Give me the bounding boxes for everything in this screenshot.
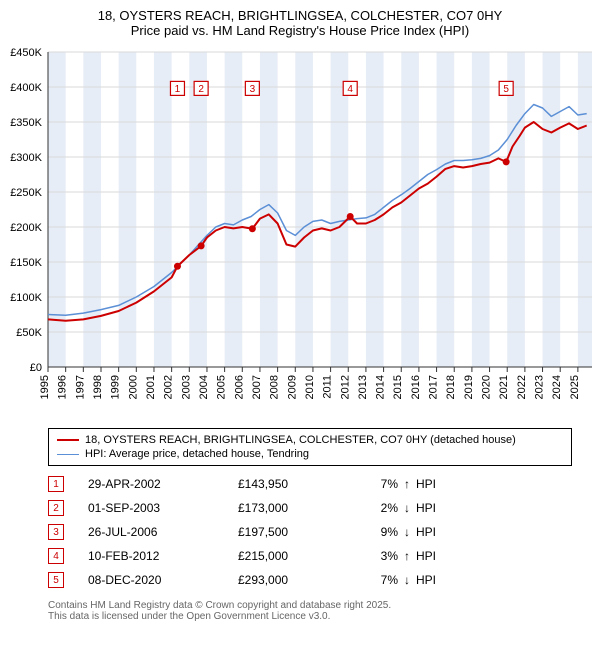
svg-text:2022: 2022: [516, 375, 528, 399]
svg-text:5: 5: [503, 84, 509, 95]
svg-text:2023: 2023: [534, 375, 546, 399]
datapoint-date: 08-DEC-2020: [88, 573, 238, 587]
svg-text:£0: £0: [30, 362, 42, 374]
datapoint-pct: 3%: [358, 549, 398, 563]
datapoint-row: 1 29-APR-2002£143,9507%↑HPI: [48, 472, 572, 496]
datapoint-marker: 3: [48, 524, 64, 540]
svg-text:2024: 2024: [551, 375, 563, 399]
legend-swatch: [57, 454, 79, 455]
svg-text:2012: 2012: [339, 375, 351, 399]
svg-text:£200K: £200K: [10, 222, 42, 234]
svg-text:3: 3: [250, 84, 256, 95]
svg-text:£150K: £150K: [10, 257, 42, 269]
datapoint-pct: 7%: [358, 477, 398, 491]
svg-text:2014: 2014: [375, 375, 387, 399]
svg-text:1995: 1995: [39, 375, 51, 399]
datapoint-pct: 7%: [358, 573, 398, 587]
datapoint-date: 26-JUL-2006: [88, 525, 238, 539]
arrow-icon: ↑: [398, 549, 416, 563]
datapoint-price: £173,000: [238, 501, 358, 515]
chart-container: 18, OYSTERS REACH, BRIGHTLINGSEA, COLCHE…: [0, 0, 600, 622]
svg-text:2009: 2009: [286, 375, 298, 399]
svg-text:2020: 2020: [481, 375, 493, 399]
chart-svg: £0 £50K £100K £150K £200K £250K £300K £350K £400…: [0, 42, 600, 422]
svg-text:1: 1: [175, 84, 181, 95]
svg-text:2: 2: [198, 84, 204, 95]
datapoint-date: 10-FEB-2012: [88, 549, 238, 563]
svg-text:2021: 2021: [498, 375, 510, 399]
svg-text:1997: 1997: [74, 375, 86, 399]
legend-swatch: [57, 439, 79, 441]
datapoint-marker: 4: [48, 548, 64, 564]
datapoint-row: 2 01-SEP-2003£173,0002%↓HPI: [48, 496, 572, 520]
svg-text:£300K: £300K: [10, 152, 42, 164]
footer-line1: Contains HM Land Registry data © Crown c…: [48, 600, 572, 611]
datapoint-note: HPI: [416, 549, 572, 563]
arrow-icon: ↓: [398, 573, 416, 587]
svg-text:2006: 2006: [233, 375, 245, 399]
chart-area: £0 £50K £100K £150K £200K £250K £300K £350K £400…: [0, 42, 600, 422]
arrow-icon: ↓: [398, 501, 416, 515]
datapoint-row: 4 10-FEB-2012£215,0003%↑HPI: [48, 544, 572, 568]
svg-text:2018: 2018: [445, 375, 457, 399]
datapoint-price: £293,000: [238, 573, 358, 587]
svg-text:2019: 2019: [463, 375, 475, 399]
legend-label: HPI: Average price, detached house, Tend…: [85, 448, 309, 460]
svg-text:1996: 1996: [57, 375, 69, 399]
datapoint-marker: 1: [48, 476, 64, 492]
svg-text:2017: 2017: [428, 375, 440, 399]
svg-text:2000: 2000: [127, 375, 139, 399]
datapoint-note: HPI: [416, 501, 572, 515]
svg-text:2003: 2003: [180, 375, 192, 399]
svg-text:2008: 2008: [269, 375, 281, 399]
svg-text:£400K: £400K: [10, 82, 42, 94]
datapoint-row: 3 26-JUL-2006£197,5009%↓HPI: [48, 520, 572, 544]
svg-text:£50K: £50K: [16, 327, 42, 339]
svg-text:2010: 2010: [304, 375, 316, 399]
svg-text:2001: 2001: [145, 375, 157, 399]
svg-text:2015: 2015: [392, 375, 404, 399]
datapoint-marker: 2: [48, 500, 64, 516]
datapoint-date: 01-SEP-2003: [88, 501, 238, 515]
datapoint-pct: 2%: [358, 501, 398, 515]
datapoint-note: HPI: [416, 477, 572, 491]
svg-text:2025: 2025: [569, 375, 581, 399]
title-block: 18, OYSTERS REACH, BRIGHTLINGSEA, COLCHE…: [0, 0, 600, 42]
svg-text:2005: 2005: [216, 375, 228, 399]
arrow-icon: ↑: [398, 477, 416, 491]
datapoint-note: HPI: [416, 573, 572, 587]
datapoint-marker: 5: [48, 572, 64, 588]
svg-text:2007: 2007: [251, 375, 263, 399]
title-subtitle: Price paid vs. HM Land Registry's House …: [10, 23, 590, 38]
legend-label: 18, OYSTERS REACH, BRIGHTLINGSEA, COLCHE…: [85, 434, 516, 446]
svg-text:1999: 1999: [110, 375, 122, 399]
svg-text:£450K: £450K: [10, 47, 42, 59]
svg-text:£100K: £100K: [10, 292, 42, 304]
datapoint-price: £215,000: [238, 549, 358, 563]
title-address: 18, OYSTERS REACH, BRIGHTLINGSEA, COLCHE…: [10, 8, 590, 23]
datapoint-pct: 9%: [358, 525, 398, 539]
footer-attribution: Contains HM Land Registry data © Crown c…: [48, 600, 572, 622]
datapoint-row: 5 08-DEC-2020£293,0007%↓HPI: [48, 568, 572, 592]
svg-text:2002: 2002: [163, 375, 175, 399]
svg-text:£250K: £250K: [10, 187, 42, 199]
datapoint-price: £143,950: [238, 477, 358, 491]
legend: 18, OYSTERS REACH, BRIGHTLINGSEA, COLCHE…: [48, 428, 572, 466]
footer-line2: This data is licensed under the Open Gov…: [48, 611, 572, 622]
datapoints-table: 129-APR-2002£143,9507%↑HPI201-SEP-2003£1…: [48, 472, 572, 592]
legend-row: 18, OYSTERS REACH, BRIGHTLINGSEA, COLCHE…: [57, 433, 563, 447]
svg-text:£350K: £350K: [10, 117, 42, 129]
legend-row: HPI: Average price, detached house, Tend…: [57, 447, 563, 461]
datapoint-date: 29-APR-2002: [88, 477, 238, 491]
svg-text:2011: 2011: [322, 375, 334, 399]
datapoint-note: HPI: [416, 525, 572, 539]
svg-text:1998: 1998: [92, 375, 104, 399]
svg-text:4: 4: [347, 84, 353, 95]
datapoint-price: £197,500: [238, 525, 358, 539]
arrow-icon: ↓: [398, 525, 416, 539]
svg-text:2016: 2016: [410, 375, 422, 399]
svg-text:2013: 2013: [357, 375, 369, 399]
svg-text:2004: 2004: [198, 375, 210, 399]
